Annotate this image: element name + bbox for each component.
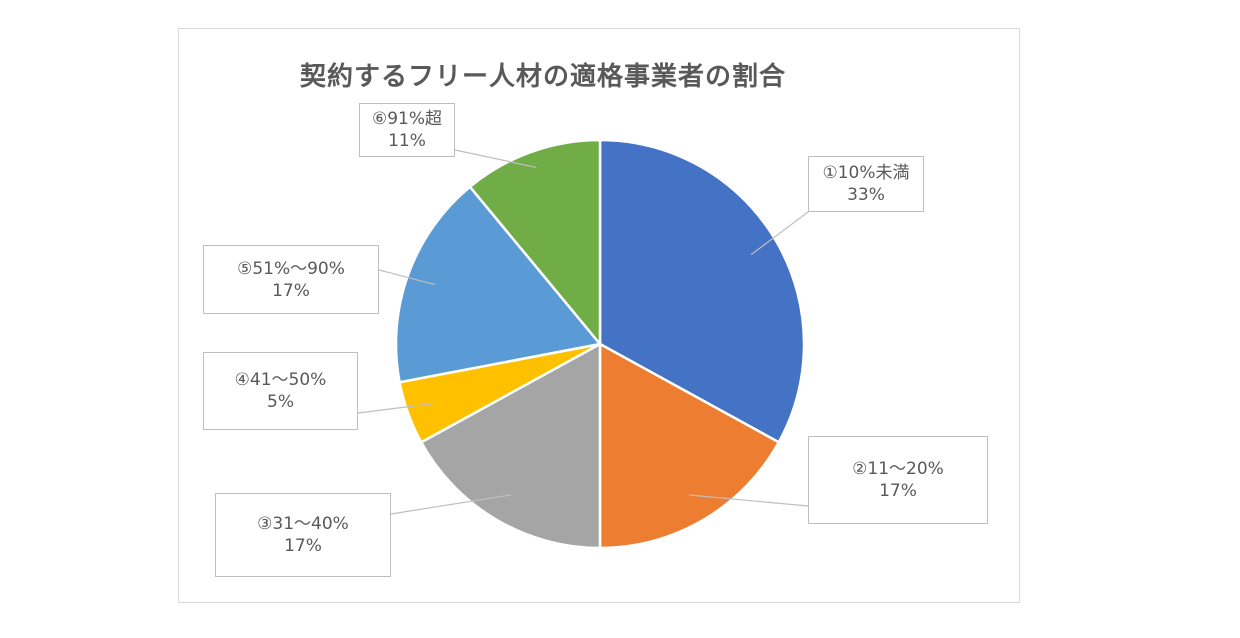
leader-line-5 [378,269,436,286]
callout-label-2: ②11～20% [852,459,944,479]
pie-slice-3 [419,341,602,550]
pie-slice-1 [598,138,806,444]
callout-value-5: 17% [272,280,310,301]
callout-slice-1: ①10%未満 33% [808,156,924,212]
chart-title: 契約するフリー人材の適格事業者の割合 [300,62,787,92]
pie-slice-6 [468,138,602,348]
callout-value-1: 33% [847,185,885,205]
callout-label-4: ④41～50% [234,370,327,390]
callout-value-4: 5% [267,392,294,412]
callout-slice-3: ③31～40% 17% [215,493,391,577]
leader-line-6 [454,149,537,168]
leader-line-1 [750,211,809,256]
leader-line-3 [390,494,511,515]
callout-value-2: 17% [879,481,917,501]
callout-slice-5: ⑤51%～90% 17% [203,245,379,314]
callout-slice-4: ④41～50% 5% [203,352,358,430]
callout-label-1: ①10%未満 [822,163,910,183]
callout-label-3: ③31～40% [257,514,349,534]
callout-slice-2: ②11～20% 17% [808,436,988,524]
callout-label-5: ⑤51%～90% [237,258,345,279]
callout-value-6: 11% [388,131,426,151]
leader-line-2 [689,494,809,507]
pie-slice-5 [394,185,603,384]
callout-label-6: ⑥91%超 [371,109,443,129]
leader-line-4 [357,402,435,414]
callout-value-3: 17% [284,536,322,556]
pie-slice-2 [598,341,781,550]
callout-slice-6: ⑥91%超 11% [359,103,455,157]
